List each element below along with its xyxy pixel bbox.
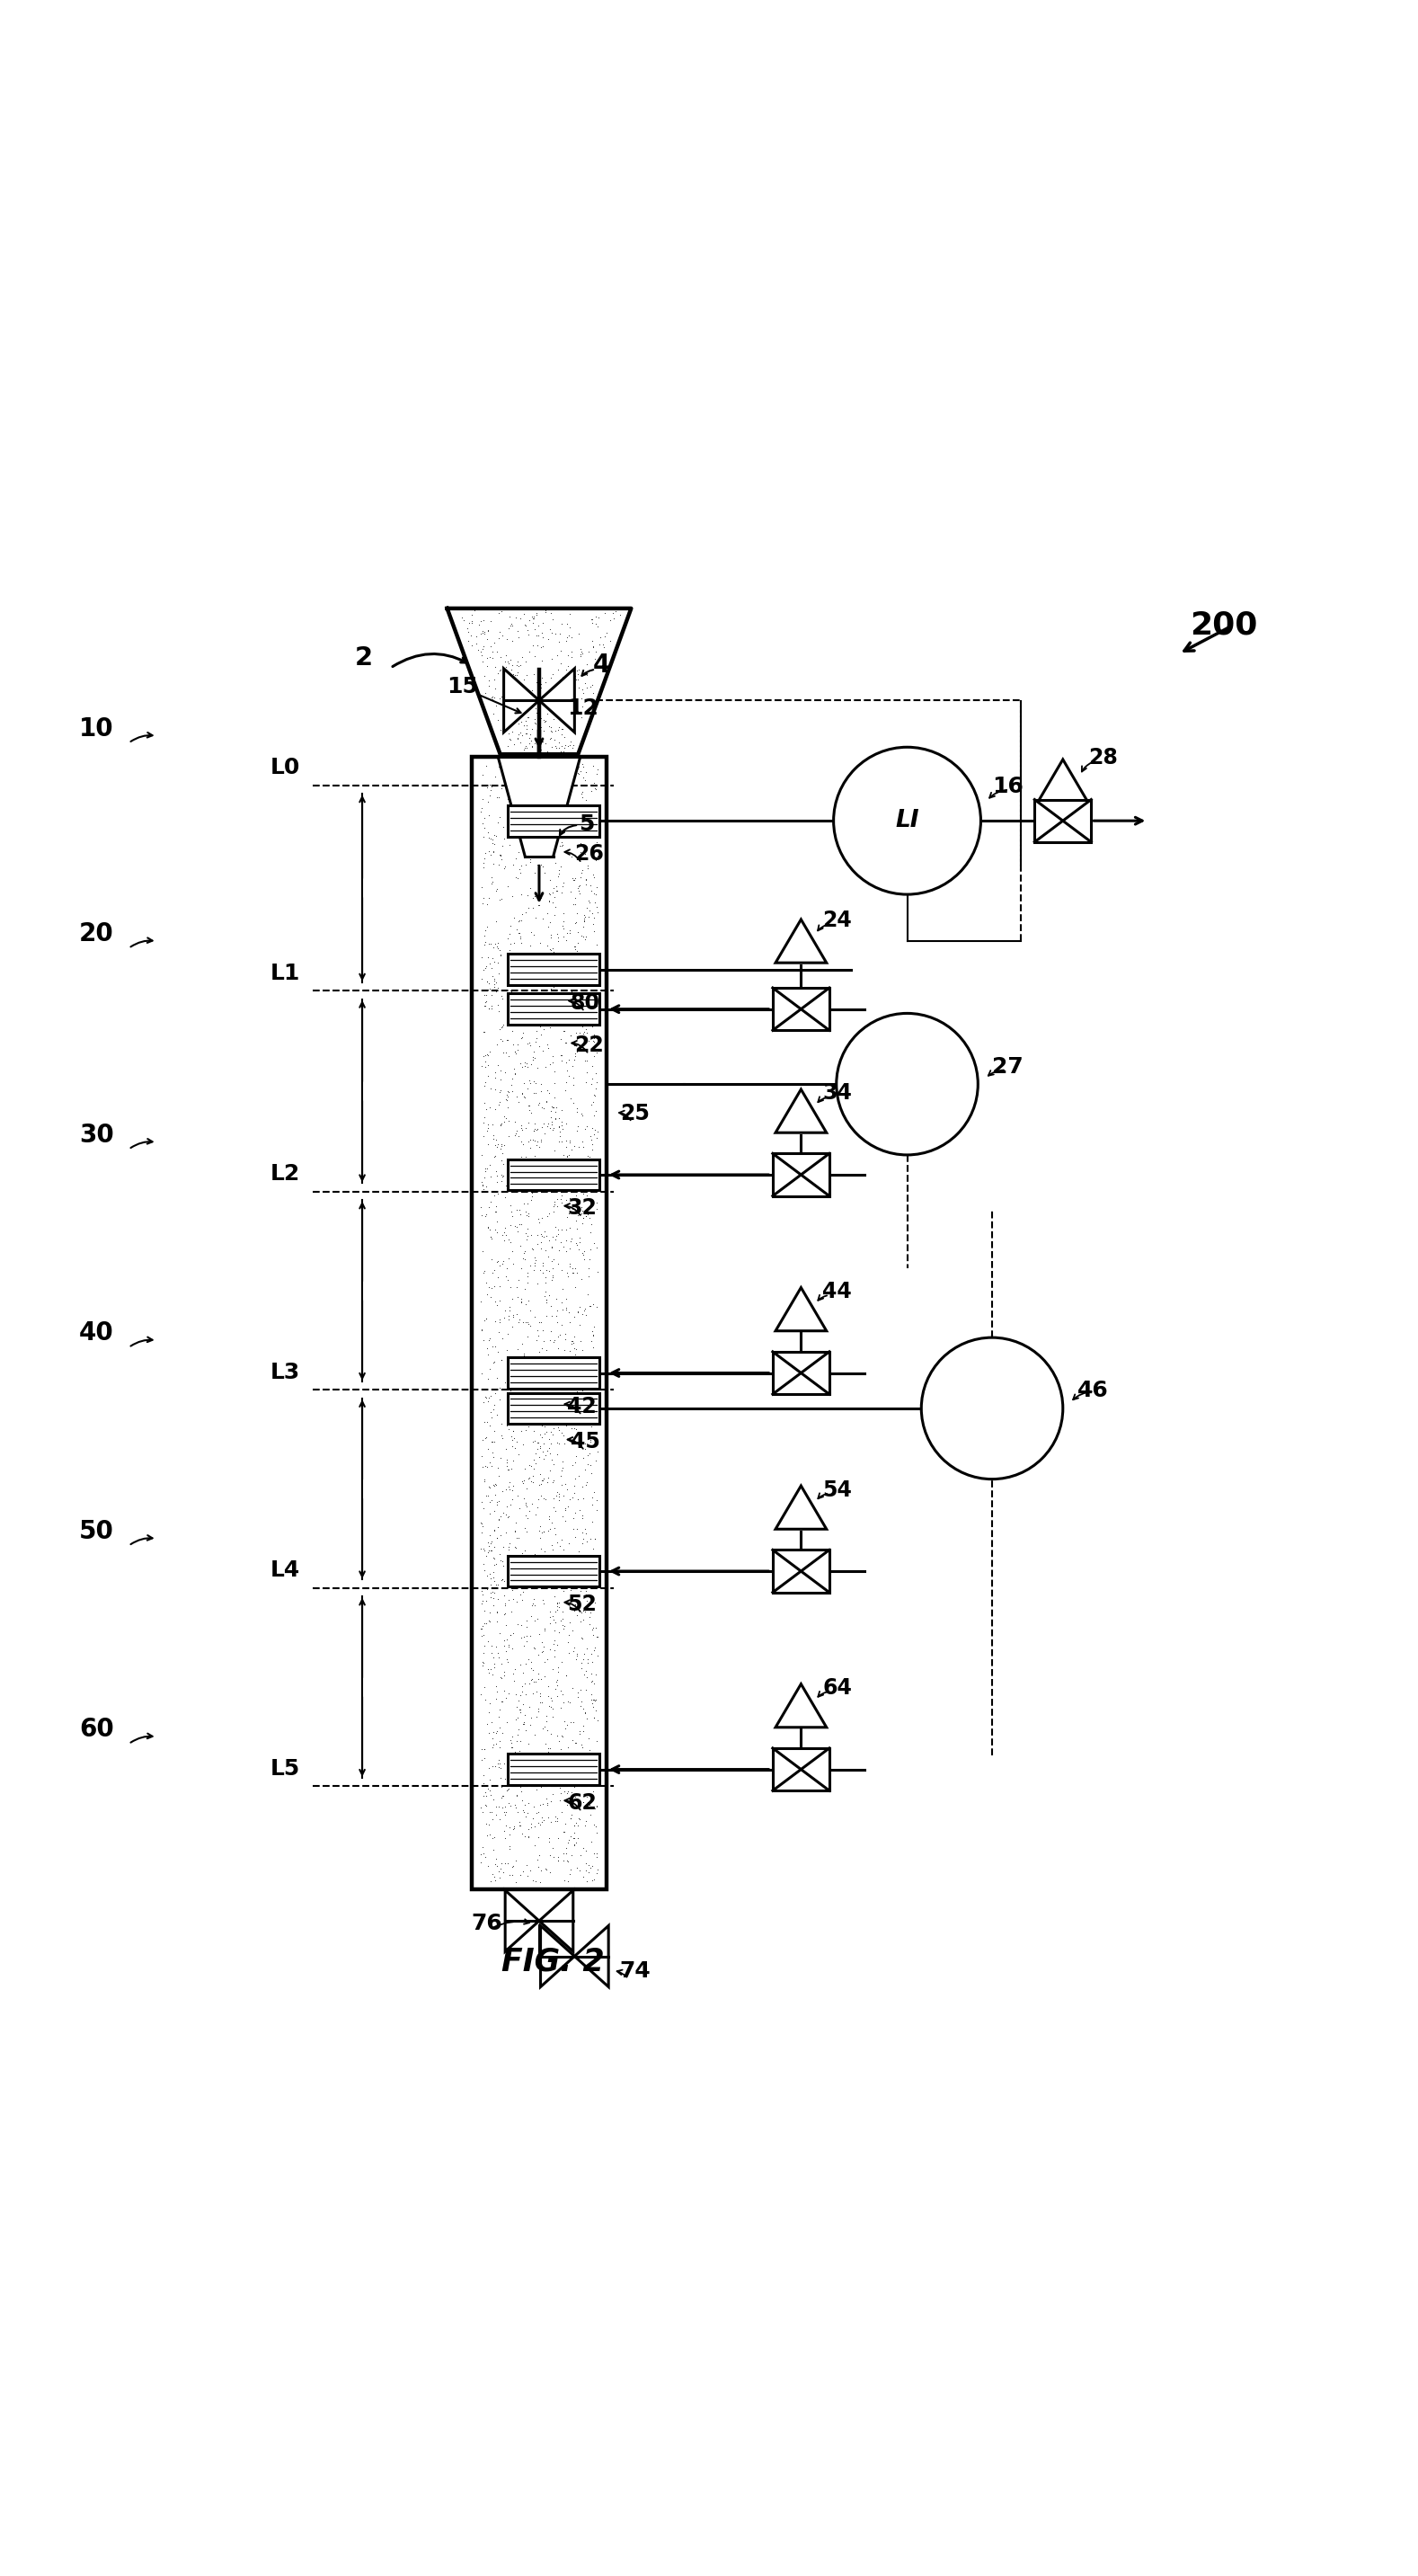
Bar xyxy=(508,953,600,984)
Text: 32: 32 xyxy=(567,1198,597,1218)
Polygon shape xyxy=(1038,760,1089,804)
Text: 46: 46 xyxy=(1078,1381,1109,1401)
Text: 15: 15 xyxy=(447,677,478,698)
Text: L5: L5 xyxy=(271,1757,301,1780)
Text: 80: 80 xyxy=(570,992,600,1012)
Text: 22: 22 xyxy=(574,1036,604,1056)
Text: 24: 24 xyxy=(822,909,852,933)
Bar xyxy=(508,806,600,837)
Text: 2: 2 xyxy=(354,644,373,670)
Bar xyxy=(773,1551,830,1592)
Text: 5: 5 xyxy=(579,814,594,835)
Bar xyxy=(508,1556,600,1587)
Text: L4: L4 xyxy=(271,1558,301,1582)
Circle shape xyxy=(922,1337,1064,1479)
Bar xyxy=(773,1749,830,1790)
Text: L0: L0 xyxy=(271,757,301,778)
Text: 27: 27 xyxy=(993,1056,1024,1077)
Text: 50: 50 xyxy=(79,1520,113,1543)
Bar xyxy=(508,1159,600,1190)
Text: 25: 25 xyxy=(621,1103,649,1123)
Polygon shape xyxy=(776,1090,827,1133)
Text: 34: 34 xyxy=(822,1082,852,1105)
Bar xyxy=(508,1394,600,1425)
Text: 10: 10 xyxy=(79,716,113,742)
Polygon shape xyxy=(776,1685,827,1728)
Text: 12: 12 xyxy=(567,698,598,719)
Polygon shape xyxy=(503,670,539,732)
Polygon shape xyxy=(776,1486,827,1530)
Polygon shape xyxy=(505,1891,539,1953)
Text: L2: L2 xyxy=(271,1164,301,1185)
Bar xyxy=(508,1358,600,1388)
Bar xyxy=(773,987,830,1030)
Bar xyxy=(508,994,600,1025)
Polygon shape xyxy=(776,1288,827,1332)
Text: 40: 40 xyxy=(79,1321,113,1345)
Polygon shape xyxy=(539,670,574,732)
Bar xyxy=(773,1352,830,1394)
Text: 45: 45 xyxy=(570,1430,600,1453)
Text: L1: L1 xyxy=(271,963,301,984)
Bar xyxy=(472,757,607,1891)
Polygon shape xyxy=(574,1927,608,1986)
Bar xyxy=(1035,799,1092,842)
Text: 30: 30 xyxy=(79,1123,113,1146)
Text: 44: 44 xyxy=(822,1280,852,1303)
Text: 200: 200 xyxy=(1190,611,1258,641)
Text: 16: 16 xyxy=(993,775,1024,796)
Text: 54: 54 xyxy=(822,1479,852,1502)
Text: FIG. 2: FIG. 2 xyxy=(502,1945,605,1976)
Text: 52: 52 xyxy=(567,1595,597,1615)
Circle shape xyxy=(834,747,981,894)
Text: 74: 74 xyxy=(620,1960,651,1981)
Text: 76: 76 xyxy=(471,1911,502,1935)
Text: 26: 26 xyxy=(574,842,604,866)
Text: 64: 64 xyxy=(822,1677,852,1698)
Text: L3: L3 xyxy=(271,1363,301,1383)
Polygon shape xyxy=(498,757,580,855)
Polygon shape xyxy=(447,608,631,755)
Circle shape xyxy=(837,1012,978,1154)
Text: 62: 62 xyxy=(567,1793,597,1814)
Text: 4: 4 xyxy=(593,652,610,677)
Text: 28: 28 xyxy=(1089,747,1117,768)
Polygon shape xyxy=(539,1891,573,1953)
Bar xyxy=(508,1754,600,1785)
Polygon shape xyxy=(540,1927,574,1986)
Text: 20: 20 xyxy=(79,922,113,945)
Text: 42: 42 xyxy=(567,1396,597,1417)
Bar xyxy=(773,1154,830,1195)
Text: LI: LI xyxy=(895,809,919,832)
Text: 60: 60 xyxy=(79,1718,113,1741)
Polygon shape xyxy=(776,920,827,963)
